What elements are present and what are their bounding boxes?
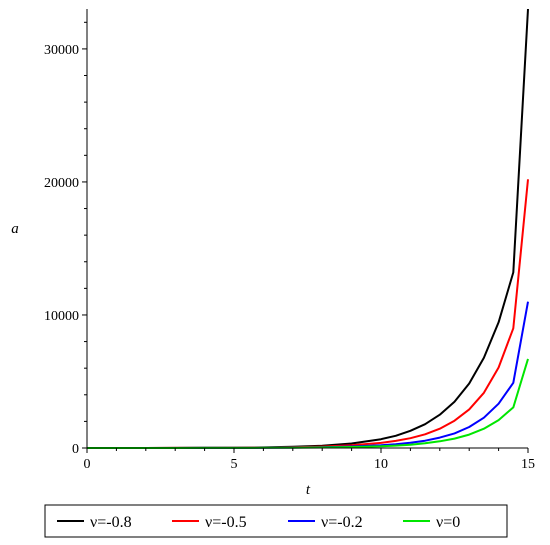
legend-label-0: ν=-0.8 [90,514,132,531]
y-tick-label: 30000 [44,43,79,58]
x-tick-label: 0 [84,457,91,472]
x-tick-label: 15 [521,457,535,472]
x-tick-label: 10 [374,457,388,472]
y-tick-label: 10000 [44,309,79,324]
legend-label-2: ν=-0.2 [321,514,363,531]
y-tick-label: 20000 [44,176,79,191]
y-tick-label: 0 [72,442,79,457]
axes: 0 5 10 15 0 10000 20000 30000 [44,9,535,472]
series-line-0 [87,8,529,449]
series-line-2 [87,301,529,449]
x-axis-label: t [306,482,311,498]
x-tick-label: 5 [231,457,238,472]
plot-area [87,8,529,449]
y-axis-label: a [11,221,19,237]
legend-label-1: ν=-0.5 [205,514,247,531]
series-line-1 [87,179,529,449]
legend-label-3: ν=0 [436,514,460,531]
legend: ν=-0.8 ν=-0.5 ν=-0.2 ν=0 [44,504,508,538]
series-line-3 [87,358,529,449]
